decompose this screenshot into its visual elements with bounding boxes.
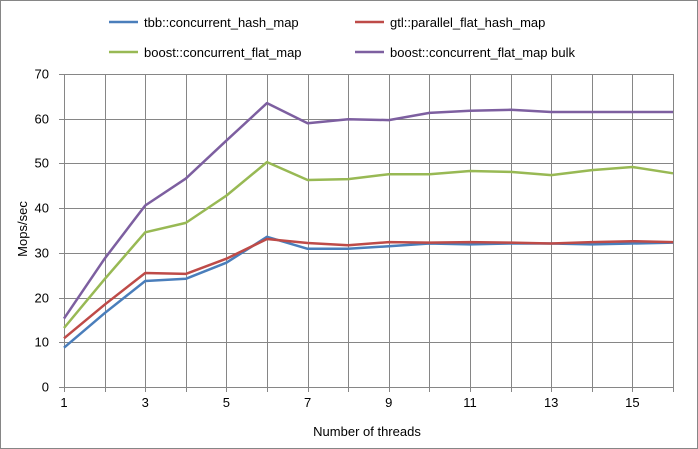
y-tick-label: 30 — [35, 246, 49, 261]
x-tick-label: 11 — [463, 395, 477, 410]
series-line — [63, 237, 674, 340]
series-line — [62, 101, 673, 320]
legend: tbb::concurrent_hash_map gtl::parallel_fl… — [109, 15, 575, 60]
x-tick-labels: 1 3 5 7 9 11 13 15 — [60, 395, 639, 410]
series-line — [63, 160, 674, 329]
x-tick-label: 7 — [304, 395, 311, 410]
legend-label: boost::concurrent_flat_map bulk — [390, 45, 575, 60]
x-tick-label: 3 — [142, 395, 149, 410]
x-axis-title: Number of threads — [313, 424, 421, 439]
y-axis-title: Mops/sec — [15, 201, 30, 257]
legend-label: boost::concurrent_flat_map — [144, 45, 302, 60]
axes — [59, 74, 674, 392]
y-tick-label: 70 — [35, 67, 49, 82]
y-tick-labels: 0 10 20 30 40 50 60 70 — [35, 67, 49, 395]
y-tick-label: 50 — [35, 156, 49, 171]
legend-label: gtl::parallel_flat_hash_map — [390, 15, 545, 30]
series-group — [62, 101, 674, 349]
x-tick-label: 9 — [385, 395, 392, 410]
plot-area-border — [64, 74, 674, 388]
x-tick-label: 15 — [625, 395, 639, 410]
y-tick-label: 40 — [35, 201, 49, 216]
y-tick-label: 20 — [35, 291, 49, 306]
y-tick-label: 60 — [35, 112, 49, 127]
legend-label: tbb::concurrent_hash_map — [144, 15, 299, 30]
x-tick-label: 5 — [223, 395, 230, 410]
x-tick-label: 13 — [544, 395, 558, 410]
y-tick-label: 10 — [35, 335, 49, 350]
x-tick-label: 1 — [60, 395, 67, 410]
y-tick-label: 0 — [42, 380, 49, 395]
